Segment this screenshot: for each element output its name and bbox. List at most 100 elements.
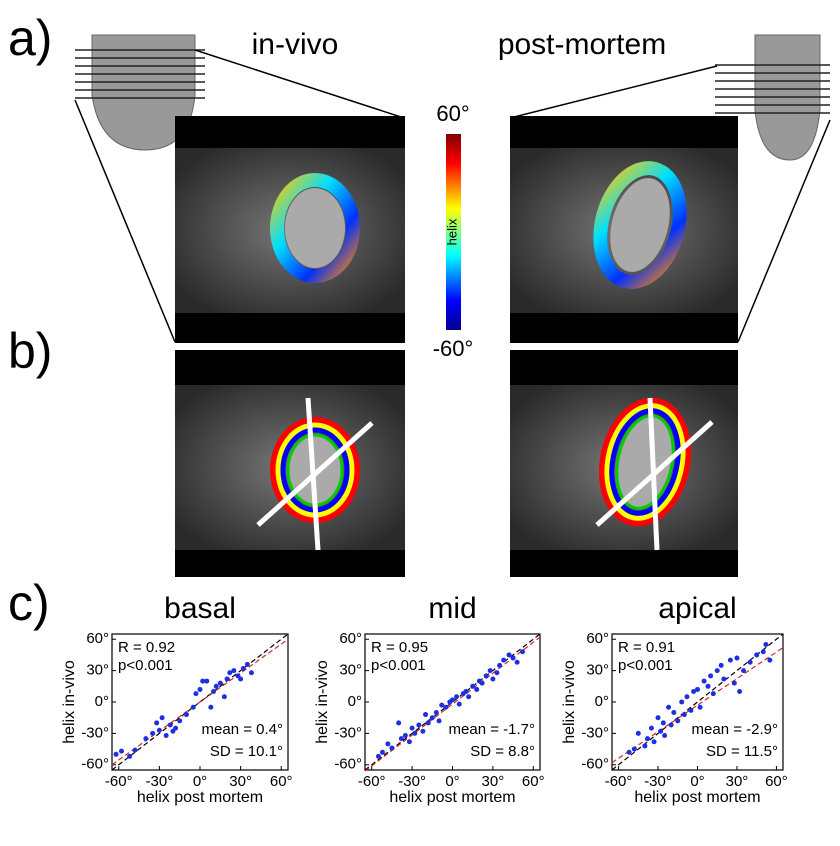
data-point	[398, 736, 404, 742]
chart-title: mid	[428, 592, 476, 625]
mri-image	[175, 116, 405, 343]
data-point	[402, 732, 408, 738]
data-point	[708, 673, 714, 679]
data-point	[231, 668, 237, 674]
data-point	[763, 641, 769, 647]
heart-icon	[75, 34, 205, 151]
data-point	[466, 694, 472, 700]
mri-image	[175, 350, 405, 577]
data-point	[501, 657, 507, 663]
panel-label: b)	[8, 323, 52, 379]
y-tick-label: 60°	[86, 630, 109, 647]
y-tick-label: 30°	[586, 662, 609, 679]
data-point	[143, 736, 149, 742]
y-tick-label: 60°	[586, 630, 609, 647]
data-point	[731, 680, 737, 686]
colorbar	[446, 134, 461, 330]
data-point	[183, 712, 189, 718]
y-tick-label: 60°	[339, 630, 362, 647]
x-tick-label: -30°	[398, 773, 426, 790]
data-point	[631, 746, 637, 752]
data-point	[227, 670, 233, 676]
data-point	[737, 689, 743, 695]
data-point	[200, 678, 206, 684]
data-point	[154, 720, 160, 726]
data-point	[626, 749, 632, 755]
x-tick-label: -60°	[105, 773, 133, 790]
data-point	[244, 661, 250, 667]
data-point	[666, 704, 672, 710]
data-point	[156, 727, 162, 733]
data-point	[118, 748, 124, 754]
annotation: SD = 11.5°	[706, 743, 778, 760]
data-point	[474, 686, 480, 692]
data-point	[701, 678, 707, 684]
data-point	[642, 743, 648, 749]
x-tick-label: 30°	[482, 773, 505, 790]
column-title: in-vivo	[252, 28, 339, 61]
data-point	[454, 694, 460, 700]
data-point	[240, 666, 246, 672]
data-point	[385, 741, 391, 747]
x-tick-label: 0°	[445, 773, 459, 790]
data-point	[416, 722, 422, 728]
x-tick-label: -30°	[644, 773, 672, 790]
data-point	[213, 683, 219, 689]
data-point	[433, 709, 439, 715]
data-point	[396, 720, 402, 726]
y-axis-label: helix in-vivo	[561, 660, 578, 744]
data-point	[208, 704, 214, 710]
data-point	[167, 722, 173, 728]
data-point	[691, 689, 697, 695]
data-point	[483, 673, 489, 679]
data-point	[760, 649, 766, 655]
y-tick-label: -30°	[334, 724, 362, 741]
data-point	[675, 718, 681, 724]
data-point	[150, 730, 156, 736]
data-point	[173, 725, 179, 731]
data-point	[238, 676, 244, 682]
annotation: R = 0.91	[618, 639, 675, 656]
annotation: p<0.001	[371, 657, 426, 674]
data-point	[439, 702, 445, 708]
data-point	[221, 694, 227, 700]
y-tick-label: -30°	[81, 724, 109, 741]
identity-line	[111, 633, 289, 771]
data-point	[190, 704, 196, 710]
x-axis-label: helix post mortem	[389, 789, 515, 806]
mri-image	[510, 116, 738, 343]
data-point	[456, 701, 462, 707]
data-point	[681, 712, 687, 718]
data-point	[645, 736, 651, 742]
annotation: SD = 8.8°	[470, 743, 535, 760]
x-tick-label: -60°	[605, 773, 633, 790]
data-point	[697, 704, 703, 710]
data-point	[420, 728, 426, 734]
x-axis-label: helix post mortem	[634, 789, 760, 806]
data-point	[423, 712, 429, 718]
annotation: R = 0.95	[371, 639, 428, 656]
data-point	[113, 751, 119, 757]
data-point	[506, 652, 512, 658]
data-point	[197, 686, 203, 692]
annotation: R = 0.92	[118, 639, 175, 656]
data-point	[224, 676, 230, 682]
x-tick-label: -30°	[146, 773, 174, 790]
annotation: mean = -2.9°	[692, 721, 778, 738]
data-point	[710, 691, 716, 697]
data-point	[409, 725, 415, 731]
data-point	[510, 655, 516, 661]
x-tick-label: 0°	[690, 773, 704, 790]
colorbar-label: helix	[444, 218, 459, 245]
x-tick-label: 30°	[726, 773, 749, 790]
data-point	[648, 725, 654, 731]
y-tick-label: -60°	[581, 756, 609, 773]
data-point	[211, 689, 217, 695]
data-point	[514, 659, 520, 665]
y-tick-label: 30°	[339, 662, 362, 679]
data-point	[177, 718, 183, 724]
data-point	[494, 670, 500, 676]
data-point	[679, 699, 685, 705]
x-tick-label: 60°	[270, 773, 293, 790]
data-point	[389, 745, 395, 751]
